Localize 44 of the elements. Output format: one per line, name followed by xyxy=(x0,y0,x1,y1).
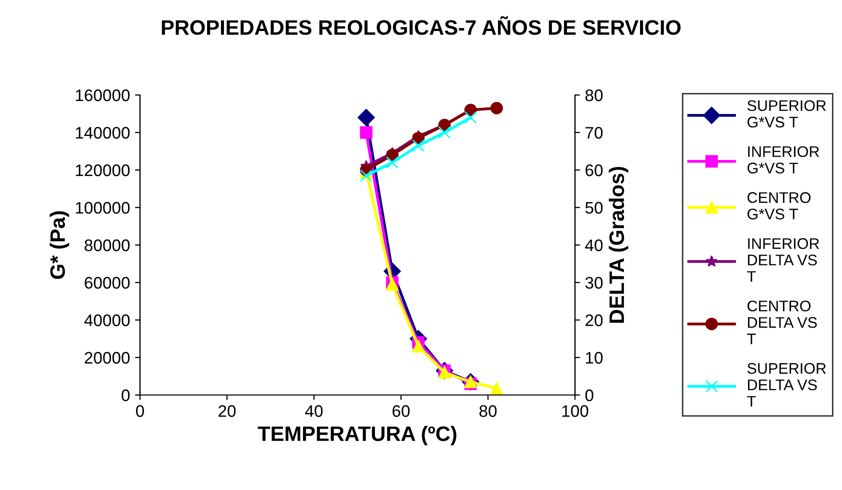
y-tick-label: 60000 xyxy=(84,276,130,289)
x-tick-label: 40 xyxy=(305,405,323,417)
y-tick-label: 160000 xyxy=(76,89,130,102)
y-tick-label: 120000 xyxy=(76,164,130,176)
y-tick-label: 140000 xyxy=(76,126,130,139)
y2-tick-label: 60 xyxy=(586,164,603,176)
x-tick-label: 60 xyxy=(392,405,410,417)
point xyxy=(358,108,375,126)
legend-label: INFERIOR DELTA VS T xyxy=(747,238,820,282)
x-tick-label: 0 xyxy=(136,405,144,417)
y2-tick-label: 40 xyxy=(585,239,603,252)
x-tick-label: 100 xyxy=(562,405,588,417)
point xyxy=(360,169,372,182)
x-tick-label: 20 xyxy=(218,405,236,417)
y2-tick-label: 10 xyxy=(586,352,603,364)
y2-tick-label: 70 xyxy=(586,126,603,139)
y2-tick-label: 30 xyxy=(585,276,603,289)
legend-label: CENTRO G*VS T xyxy=(748,192,811,220)
y-tick-label: 40000 xyxy=(84,314,130,326)
point xyxy=(412,139,425,152)
x-tick-label: 80 xyxy=(479,405,497,417)
legend-label: SUPERIOR DELTA VS T xyxy=(747,363,826,407)
y-tick-label: 20000 xyxy=(84,352,130,364)
y2-tick-label: 0 xyxy=(585,389,594,402)
x-axis-title: TEMPERATURA (ºC) xyxy=(258,426,456,446)
legend-label: SUPERIOR G*VS T xyxy=(747,100,826,128)
point xyxy=(464,111,477,124)
legend-label: CENTRO DELTA VS T xyxy=(747,300,817,344)
y2-tick-label: 50 xyxy=(585,202,603,214)
y-tick-label: 80000 xyxy=(84,239,130,252)
y-axis-title: G* (Pa) xyxy=(50,211,70,279)
point xyxy=(438,126,451,139)
y2-tick-label: 20 xyxy=(586,314,603,326)
y2-axis-title: DELTA (Grados) xyxy=(608,166,628,323)
point xyxy=(412,340,425,352)
chart-title: PROPIEDADES REOLOGICAS-7 AÑOS DE SERVICIO xyxy=(162,16,681,35)
y2-tick-label: 80 xyxy=(585,89,603,102)
legend-label: INFERIOR G*VS T xyxy=(748,146,820,174)
y-tick-label: 100000 xyxy=(76,202,130,214)
y-tick-label: 0 xyxy=(122,389,130,402)
point xyxy=(490,102,503,114)
point xyxy=(360,126,372,139)
point xyxy=(386,156,399,169)
point xyxy=(490,382,503,395)
